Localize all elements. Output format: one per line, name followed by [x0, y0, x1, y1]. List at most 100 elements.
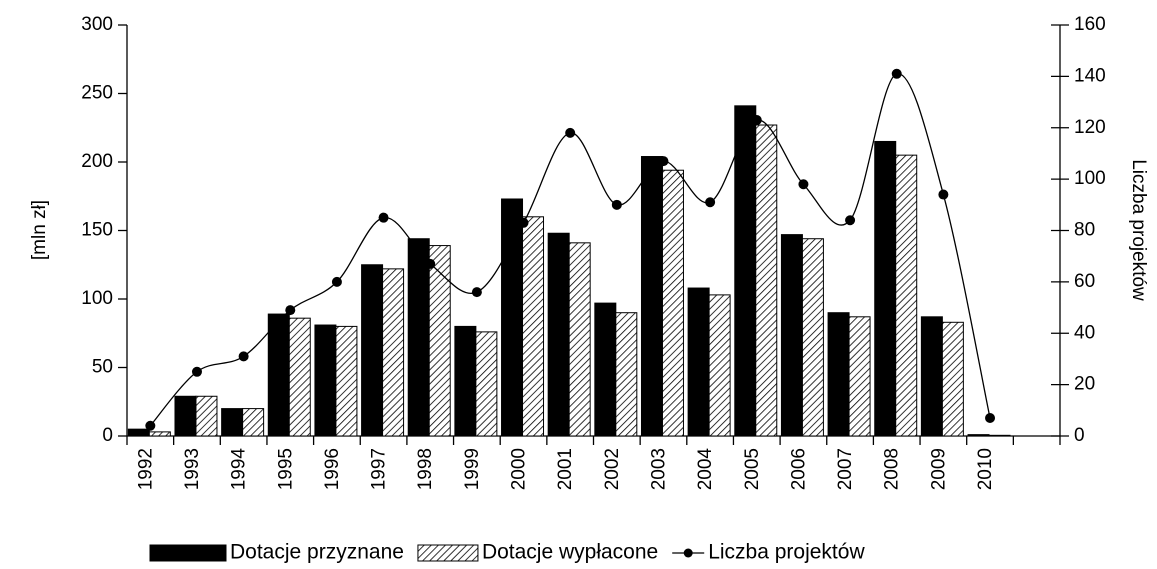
- bar: [734, 105, 757, 437]
- x-tick-label: 2006: [788, 448, 809, 490]
- y2-tick-label: 20: [1074, 374, 1095, 395]
- x-tick-label: 2005: [742, 448, 763, 490]
- marker: [191, 366, 202, 377]
- x-tick-label: 1994: [229, 448, 250, 491]
- bar: [522, 216, 545, 437]
- marker: [751, 115, 762, 126]
- bar: [661, 169, 684, 437]
- bar: [895, 154, 918, 437]
- bar: [407, 238, 430, 437]
- marker: [798, 179, 809, 190]
- marker: [565, 127, 576, 138]
- bar: [454, 325, 477, 437]
- marker: [378, 212, 389, 223]
- bar: [780, 234, 803, 437]
- legend-label: Dotacje przyznane: [230, 541, 404, 564]
- bar: [267, 313, 290, 437]
- y-tick-label: 150: [81, 220, 113, 241]
- marker: [471, 287, 482, 298]
- bar: [547, 232, 570, 437]
- x-tick-label: 2000: [509, 448, 530, 490]
- bar: [382, 268, 405, 437]
- x-tick-label: 2004: [695, 448, 716, 491]
- bar: [242, 408, 265, 437]
- x-tick-label: 1997: [369, 448, 390, 490]
- bar: [127, 428, 150, 437]
- marker: [425, 258, 436, 269]
- marker: [891, 68, 902, 79]
- bar: [475, 331, 498, 437]
- y-tick-label: 300: [81, 14, 113, 35]
- x-tick-label: 1999: [462, 448, 483, 490]
- bar: [568, 242, 591, 437]
- bar: [827, 312, 850, 437]
- y2-tick-label: 80: [1074, 220, 1095, 241]
- legend-label: Dotacje wypłacone: [482, 541, 658, 564]
- x-tick-label: 1995: [275, 448, 296, 490]
- bar: [755, 124, 778, 437]
- marker: [658, 156, 669, 167]
- y-tick-label: 200: [81, 151, 113, 172]
- bar: [221, 408, 244, 437]
- x-tick-label: 1996: [322, 448, 343, 490]
- y-tick-label: 250: [81, 83, 113, 104]
- y-axis-label: [mln zł]: [29, 200, 50, 260]
- x-tick-label: 1998: [415, 448, 436, 490]
- bar: [195, 395, 218, 437]
- legend-label: Liczba projektów: [708, 541, 865, 564]
- x-tick-label: 2001: [555, 448, 576, 490]
- bar: [640, 156, 663, 437]
- y-tick-label: 50: [92, 357, 113, 378]
- y2-axis-label: Liczba projektów: [1128, 159, 1149, 301]
- y-tick-label: 100: [81, 288, 113, 309]
- y2-tick-label: 0: [1074, 425, 1085, 446]
- marker: [611, 199, 622, 210]
- bar: [314, 324, 337, 437]
- bar: [848, 316, 871, 437]
- marker: [938, 189, 949, 200]
- y2-tick-label: 40: [1074, 322, 1095, 343]
- x-tick-label: 2008: [882, 448, 903, 490]
- line: [149, 73, 991, 427]
- bar: [361, 264, 384, 437]
- bar: [288, 317, 311, 437]
- bar: [428, 245, 451, 437]
- y2-tick-label: 100: [1074, 168, 1106, 189]
- y2-tick-label: 140: [1074, 65, 1106, 86]
- legend-swatch: [417, 544, 479, 562]
- bar: [148, 431, 171, 437]
- bar: [335, 325, 358, 437]
- marker: [145, 420, 156, 431]
- bar: [920, 316, 943, 437]
- marker: [331, 276, 342, 287]
- marker: [705, 197, 716, 208]
- x-tick-label: 2010: [975, 448, 996, 490]
- bar: [874, 140, 897, 437]
- y2-tick-label: 160: [1074, 14, 1106, 35]
- bar: [174, 395, 197, 437]
- bar: [687, 287, 710, 437]
- x-tick-label: 2003: [648, 448, 669, 490]
- x-tick-label: 1992: [135, 448, 156, 490]
- bar: [501, 198, 524, 437]
- bar: [594, 302, 617, 437]
- x-tick-label: 2009: [928, 448, 949, 490]
- y-tick-label: 0: [102, 425, 113, 446]
- legend-swatch: [149, 544, 227, 562]
- legend-marker: [683, 548, 693, 558]
- marker: [285, 305, 296, 316]
- bar: [615, 312, 638, 437]
- bar: [941, 321, 964, 437]
- marker: [845, 215, 856, 226]
- x-tick-label: 2002: [602, 448, 623, 490]
- marker: [985, 413, 996, 424]
- bar: [988, 434, 1011, 437]
- bar: [801, 238, 824, 437]
- marker: [518, 217, 529, 228]
- y2-tick-label: 120: [1074, 117, 1106, 138]
- marker: [238, 351, 249, 362]
- x-tick-label: 1993: [182, 448, 203, 490]
- bar: [708, 294, 731, 437]
- bar: [967, 434, 990, 437]
